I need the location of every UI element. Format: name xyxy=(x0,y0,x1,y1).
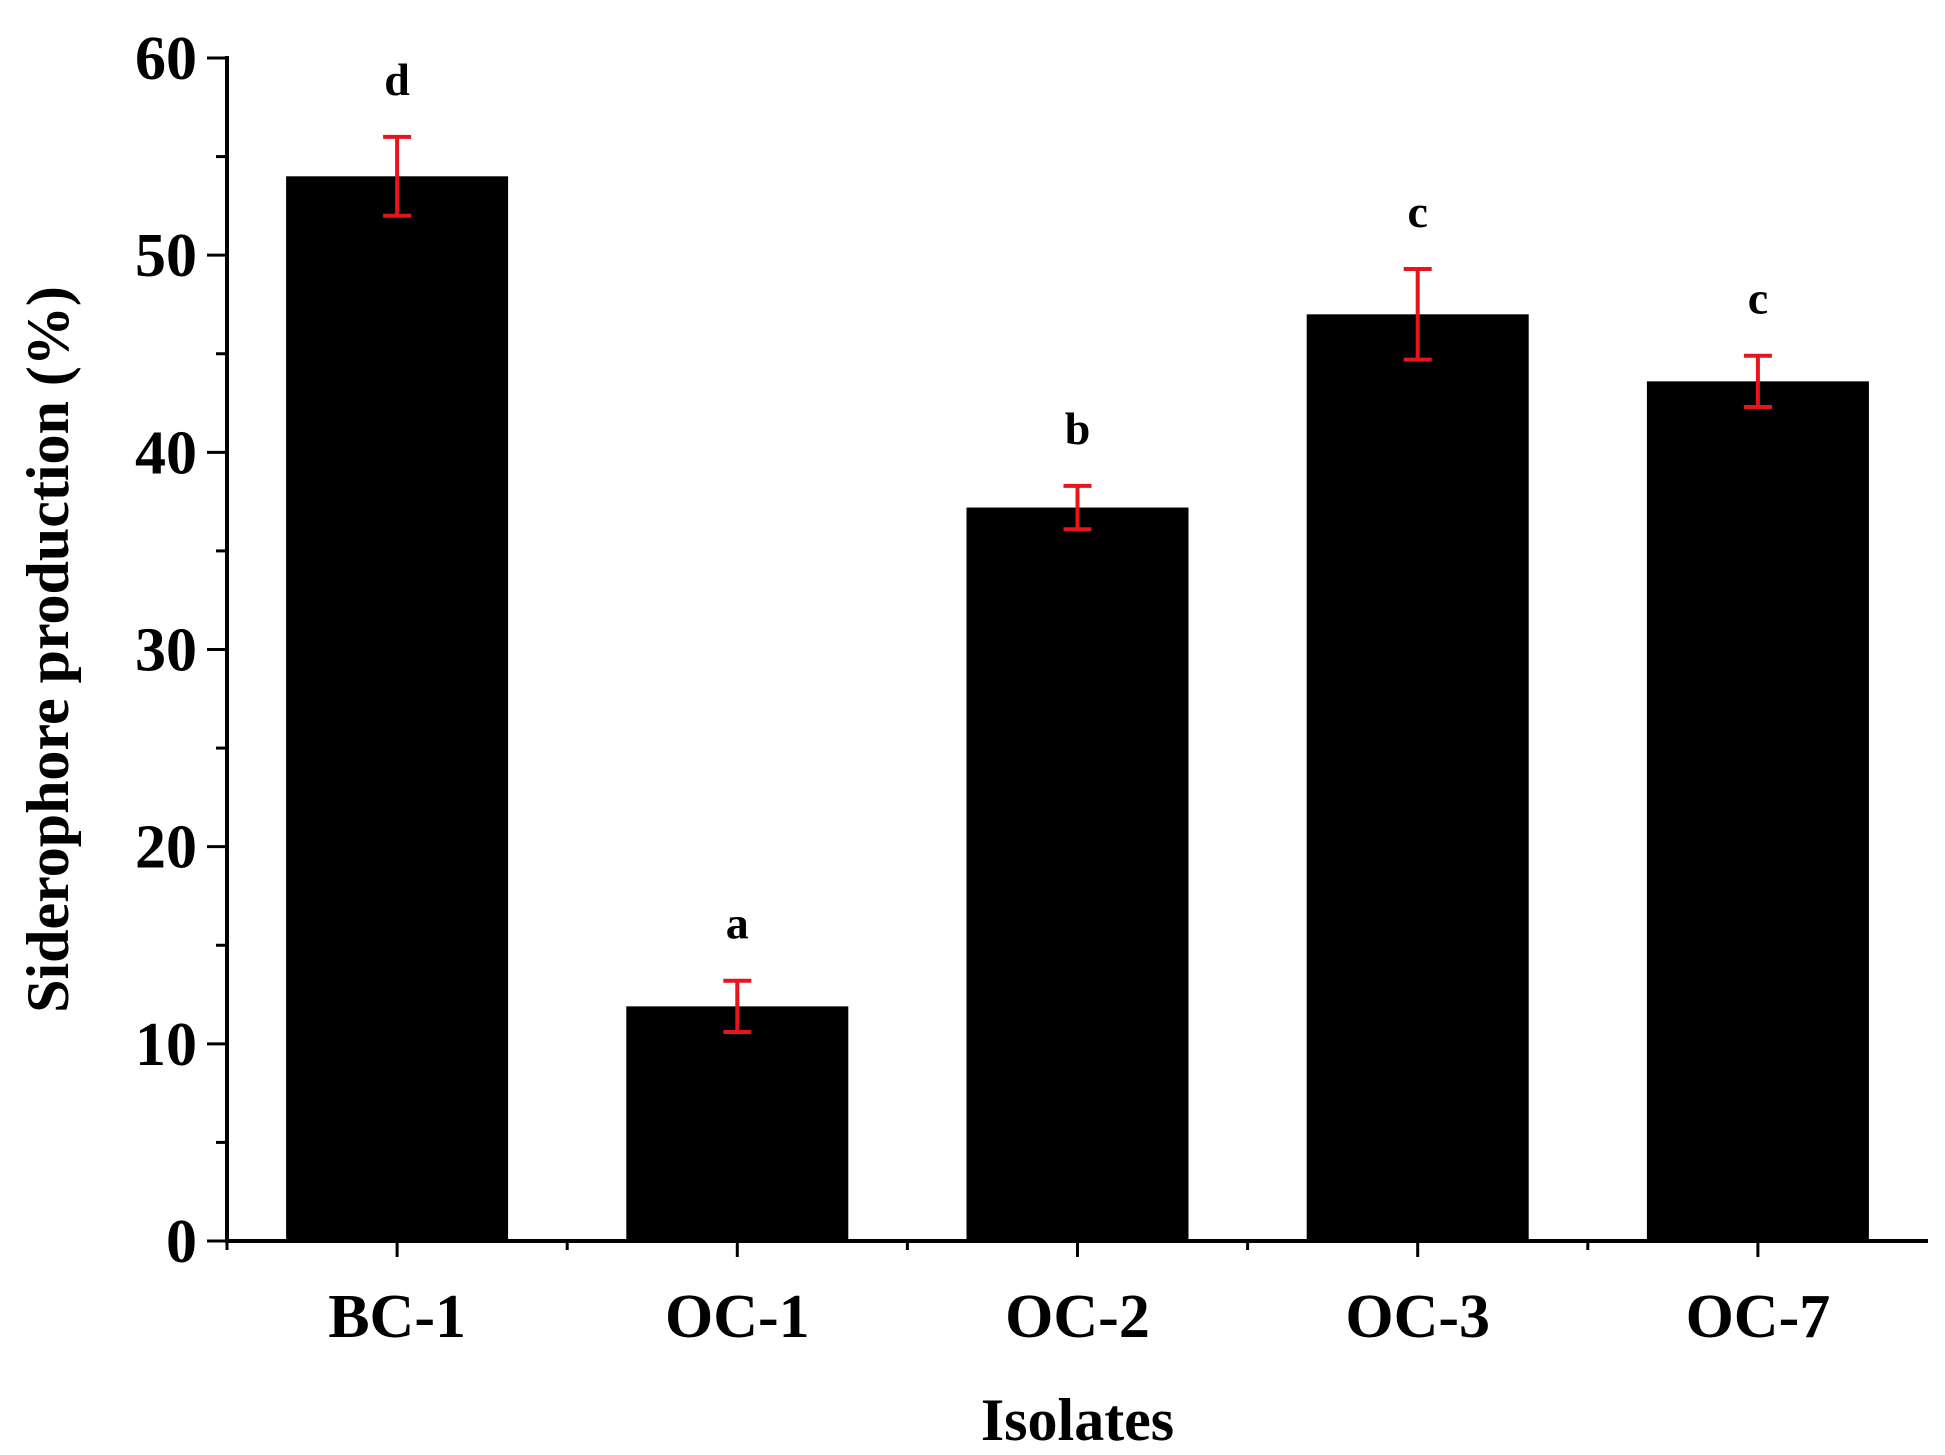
bar xyxy=(1306,314,1529,1242)
y-tick-label: 40 xyxy=(135,419,197,487)
significance-label: d xyxy=(384,54,410,105)
x-tick-label: OC-3 xyxy=(1345,1283,1490,1351)
y-axis-title: Siderophore production (%) xyxy=(15,286,81,1013)
significance-label: c xyxy=(1407,186,1427,237)
bar xyxy=(286,176,509,1241)
x-tick-label: OC-2 xyxy=(1005,1283,1150,1351)
x-tick-label: OC-1 xyxy=(665,1283,810,1351)
x-axis-title: Isolates xyxy=(981,1387,1174,1453)
significance-label: b xyxy=(1065,403,1091,454)
bar xyxy=(626,1006,849,1241)
y-tick-label: 50 xyxy=(135,222,197,290)
significance-label: a xyxy=(726,898,749,949)
y-tick-label: 10 xyxy=(135,1011,197,1079)
significance-label: c xyxy=(1748,273,1768,324)
y-tick-label: 0 xyxy=(166,1208,197,1276)
x-tick-label: OC-7 xyxy=(1686,1283,1831,1351)
bar xyxy=(966,507,1189,1241)
bar xyxy=(1646,381,1869,1241)
y-tick-label: 60 xyxy=(135,25,197,93)
chart-marks: 0 10 20 30 40 50 60 BC-1 d OC-1 a OC-2 b OC-3 c OC-7 c xyxy=(135,25,1928,1351)
y-tick-label: 30 xyxy=(135,617,197,685)
y-tick-label: 20 xyxy=(135,814,197,882)
x-tick-label: BC-1 xyxy=(328,1283,466,1351)
